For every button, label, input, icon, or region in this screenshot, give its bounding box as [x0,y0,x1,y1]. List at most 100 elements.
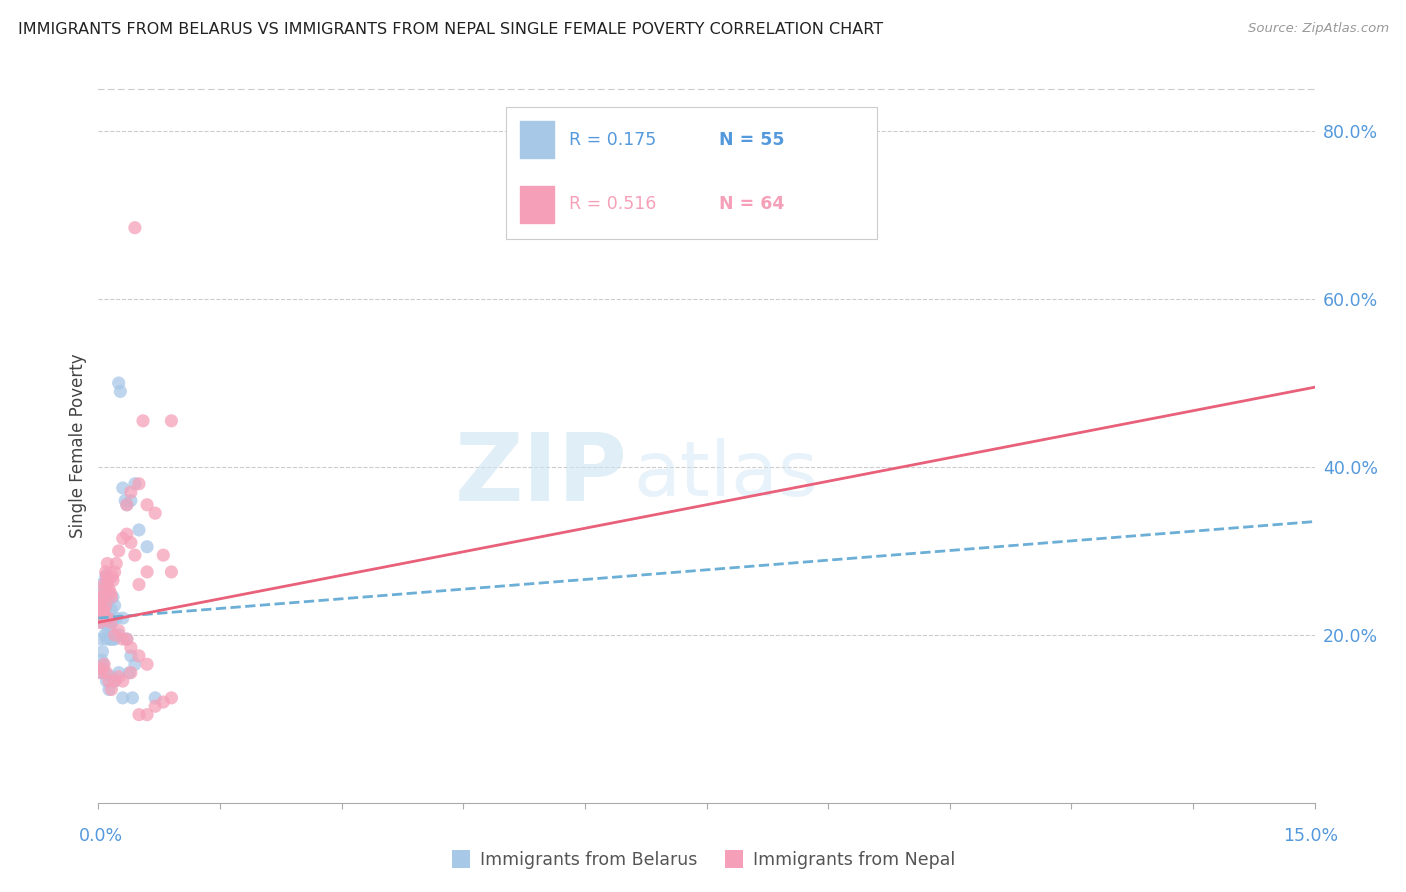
Point [97,682,120,697]
Point [124,220,146,235]
Point [160,565,183,579]
Point [97,594,120,608]
Point [120,665,142,680]
Text: IMMIGRANTS FROM BELARUS VS IMMIGRANTS FROM NEPAL SINGLE FEMALE POVERTY CORRELATI: IMMIGRANTS FROM BELARUS VS IMMIGRANTS FR… [18,22,883,37]
Y-axis label: Single Female Poverty: Single Female Poverty [69,354,87,538]
Point [96,674,118,689]
Point [91,611,114,625]
Text: 0.0%: 0.0% [79,827,124,845]
Point [107,624,129,638]
Point [136,540,159,554]
Point [100,670,122,684]
Point [104,599,127,613]
Bar [520,121,554,159]
Text: N = 55: N = 55 [718,131,785,149]
Point [111,532,134,546]
Point [100,632,122,646]
Point [93,657,115,672]
Point [128,577,150,591]
Text: atlas: atlas [634,438,818,511]
Point [128,707,150,722]
Point [90,665,112,680]
Point [124,657,146,672]
Point [98,619,121,633]
Text: ZIP: ZIP [454,428,627,521]
Point [107,628,129,642]
Point [115,498,138,512]
Point [124,476,146,491]
Point [90,653,112,667]
Point [105,611,128,625]
Point [121,690,143,705]
Point [115,632,138,646]
Point [91,657,114,672]
Point [104,632,127,646]
Point [104,674,127,689]
Point [100,682,122,697]
Point [107,665,129,680]
Text: Source: ZipAtlas.com: Source: ZipAtlas.com [1249,22,1389,36]
Point [94,628,117,642]
Point [111,690,134,705]
Point [97,611,120,625]
Point [96,569,118,583]
Point [120,485,142,500]
Point [104,674,127,689]
Point [90,577,112,591]
Point [107,670,129,684]
Text: 15.0%: 15.0% [1282,827,1339,845]
Point [97,574,120,588]
Point [100,615,122,630]
Point [93,586,115,600]
Point [110,384,132,399]
Point [91,611,114,625]
Point [94,582,117,596]
Point [91,590,114,604]
Point [136,657,159,672]
Point [104,628,127,642]
Point [115,498,138,512]
Text: R = 0.175: R = 0.175 [569,131,657,149]
Point [96,557,118,571]
Point [101,569,124,583]
Point [90,607,112,621]
Point [90,607,112,621]
Point [100,632,122,646]
Point [90,599,112,613]
Point [97,624,120,638]
Point [120,535,142,549]
Point [120,493,142,508]
Point [94,565,117,579]
Point [120,640,142,655]
Point [91,645,114,659]
Point [91,661,114,675]
Point [120,648,142,663]
Point [97,582,120,596]
Point [124,548,146,562]
Point [143,690,166,705]
Point [100,586,122,600]
Text: R = 0.516: R = 0.516 [569,195,657,213]
Point [94,599,117,613]
Point [111,481,134,495]
Point [91,615,114,630]
Point [97,674,120,689]
FancyBboxPatch shape [506,107,877,239]
Point [101,615,124,630]
Point [118,665,141,680]
Point [115,632,138,646]
Point [94,569,117,583]
Point [91,603,114,617]
Point [105,557,128,571]
Point [96,577,118,591]
Point [111,674,134,689]
Point [107,376,129,390]
Point [90,665,112,680]
Point [94,665,117,680]
Point [160,414,183,428]
Point [101,590,124,604]
Point [128,476,150,491]
Point [96,665,118,680]
Legend: Immigrants from Belarus, Immigrants from Nepal: Immigrants from Belarus, Immigrants from… [444,845,962,876]
Point [111,611,134,625]
